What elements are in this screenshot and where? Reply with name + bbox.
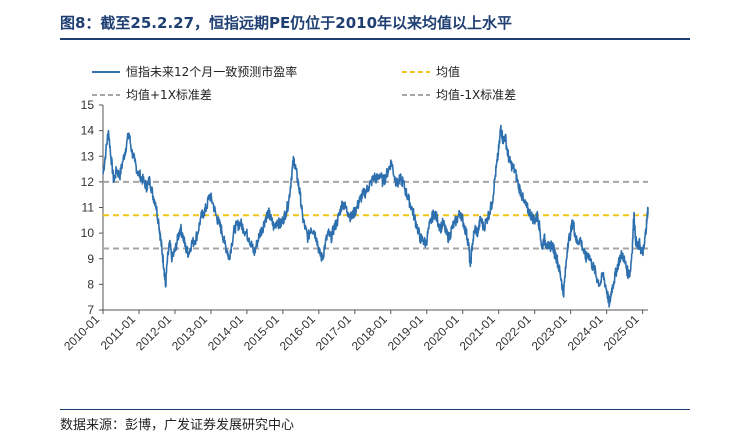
x-tick-label: 2016-01 (277, 312, 318, 353)
title-rule (60, 38, 690, 40)
legend-label-mean: 均值 (436, 64, 460, 79)
y-tick-label: 9 (87, 252, 94, 266)
x-tick-label: 2018-01 (349, 312, 390, 353)
y-tick-label: 10 (81, 226, 95, 240)
x-tick-label: 2022-01 (493, 312, 534, 353)
x-tick-label: 2024-01 (565, 312, 606, 353)
x-tick-label: 2014-01 (205, 312, 246, 353)
x-tick-label: 2019-01 (385, 312, 426, 353)
y-tick-label: 7 (87, 303, 94, 317)
y-tick-label: 8 (87, 277, 94, 291)
x-tick-label: 2010-01 (61, 312, 102, 353)
legend-label-plus-sd: 均值+1X标准差 (126, 87, 212, 102)
x-tick-label: 2020-01 (421, 312, 462, 353)
x-tick-label: 2015-01 (241, 312, 282, 353)
y-tick-label: 12 (81, 175, 95, 189)
footer-rule (60, 409, 690, 410)
chart-title: 图8：截至25.2.27，恒指远期PE仍位于2010年以来均值以上水平 (60, 14, 513, 32)
x-tick-label: 2013-01 (169, 312, 210, 353)
legend-label-minus-sd: 均值-1X标准差 (436, 87, 516, 102)
x-tick-label: 2025-01 (601, 312, 642, 353)
y-tick-label: 14 (81, 124, 95, 138)
x-tick-label: 2021-01 (457, 312, 498, 353)
x-tick-label: 2023-01 (529, 312, 570, 353)
y-tick-label: 11 (82, 201, 95, 215)
series-layer (102, 124, 649, 308)
source-note: 数据来源：彭博，广发证券发展研究中心 (60, 418, 295, 433)
legend: 恒指未来12个月一致预测市盈率 均值 均值+1X标准差 均值-1X标准差 (92, 64, 516, 102)
x-tick-label: 2017-01 (313, 312, 354, 353)
axes: 7 8 9 10 11 12 13 14 15 2010-012011-012012-012013… (61, 98, 648, 353)
legend-label-series: 恒指未来12个月一致预测市盈率 (126, 64, 297, 79)
series-line-pe (102, 124, 649, 308)
x-tick-label: 2011-01 (98, 312, 139, 353)
x-tick-label: 2012-01 (133, 312, 174, 353)
y-tick-label: 13 (81, 149, 95, 163)
y-tick-label: 15 (81, 98, 95, 112)
